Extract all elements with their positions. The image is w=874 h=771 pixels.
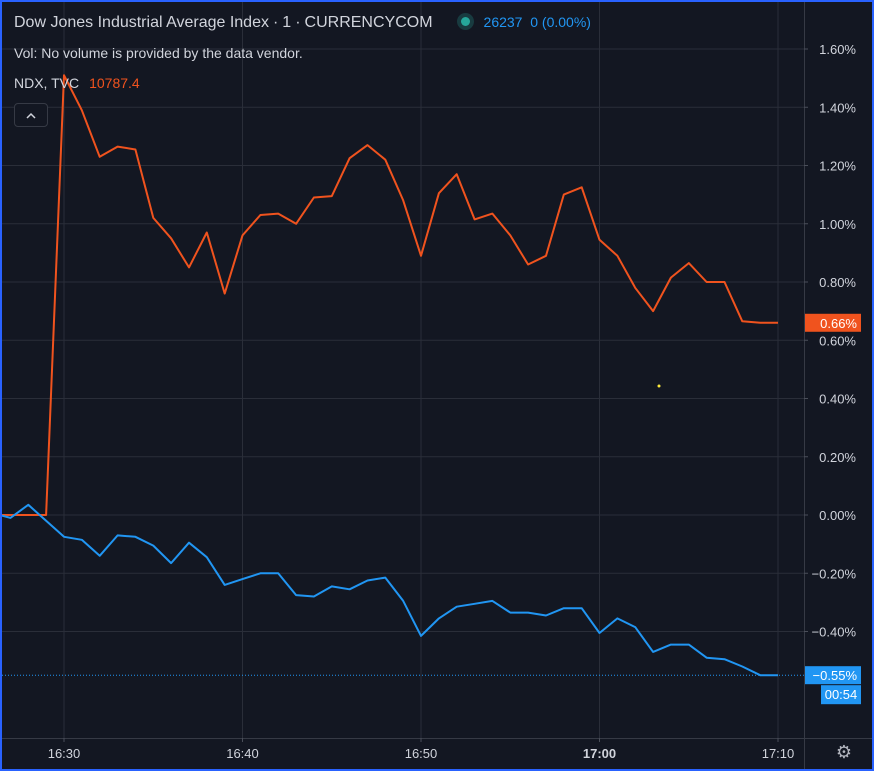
legend-separator: · xyxy=(272,14,279,31)
dji-price-label xyxy=(805,666,861,685)
market-status-icon xyxy=(460,17,470,27)
x-tick-label: 16:50 xyxy=(405,746,438,761)
price-label-text: −0.55% xyxy=(813,668,858,683)
exchange-label: CURRENCYCOM xyxy=(304,14,433,31)
y-tick-label: 1.60% xyxy=(819,42,856,57)
y-tick-label: 0.00% xyxy=(819,508,856,523)
gear-icon: ⚙ xyxy=(835,742,852,762)
chevron-up-icon xyxy=(26,112,36,119)
last-price: 26237 xyxy=(483,14,523,30)
y-tick-label: 0.80% xyxy=(819,275,856,290)
marker-dot xyxy=(657,384,661,388)
settings-button[interactable]: ⚙ xyxy=(836,742,852,763)
y-tick-label: 0.20% xyxy=(819,450,856,465)
x-tick-label: 16:30 xyxy=(48,746,81,761)
price-label-text: 0.66% xyxy=(820,316,857,331)
volume-legend: Vol: No volume is provided by the data v… xyxy=(14,44,303,62)
collapse-legend-button[interactable] xyxy=(14,103,48,127)
ndx-price-label xyxy=(805,313,861,332)
y-tick-label: 1.40% xyxy=(819,100,856,115)
x-tick-label: 16:40 xyxy=(226,746,259,761)
main-series-values: 26237 0 (0.00%) xyxy=(484,14,591,30)
x-tick-label: 17:00 xyxy=(583,746,616,761)
symbol-title[interactable]: Dow Jones Industrial Average Index xyxy=(14,14,269,31)
y-tick-label: 1.00% xyxy=(819,217,856,232)
compare-value: 10787.4 xyxy=(89,75,140,91)
y-tick-label: 0.60% xyxy=(819,333,856,348)
y-tick-label: 1.20% xyxy=(819,159,856,174)
y-tick-label: 0.40% xyxy=(819,392,856,407)
interval-label[interactable]: 1 xyxy=(282,14,292,31)
y-tick-label: −0.40% xyxy=(812,625,857,640)
ndx-series-line[interactable] xyxy=(2,74,778,516)
price-change: 0 (0.00%) xyxy=(530,14,591,30)
bar-countdown-label xyxy=(821,685,861,705)
compare-symbol[interactable]: NDX, TVC xyxy=(14,75,80,91)
compare-series-legend[interactable]: NDX, TVC 10787.4 xyxy=(14,74,140,92)
volume-note: Vol: No volume is provided by the data v… xyxy=(14,45,303,61)
legend-separator: · xyxy=(295,14,301,31)
countdown-text: 00:54 xyxy=(825,687,858,702)
dji-series-line[interactable] xyxy=(2,503,778,677)
y-tick-label: −0.20% xyxy=(812,566,857,581)
main-series-legend[interactable]: Dow Jones Industrial Average Index · 1 · CUR… xyxy=(14,13,591,32)
x-tick-label: 17:10 xyxy=(762,746,795,761)
